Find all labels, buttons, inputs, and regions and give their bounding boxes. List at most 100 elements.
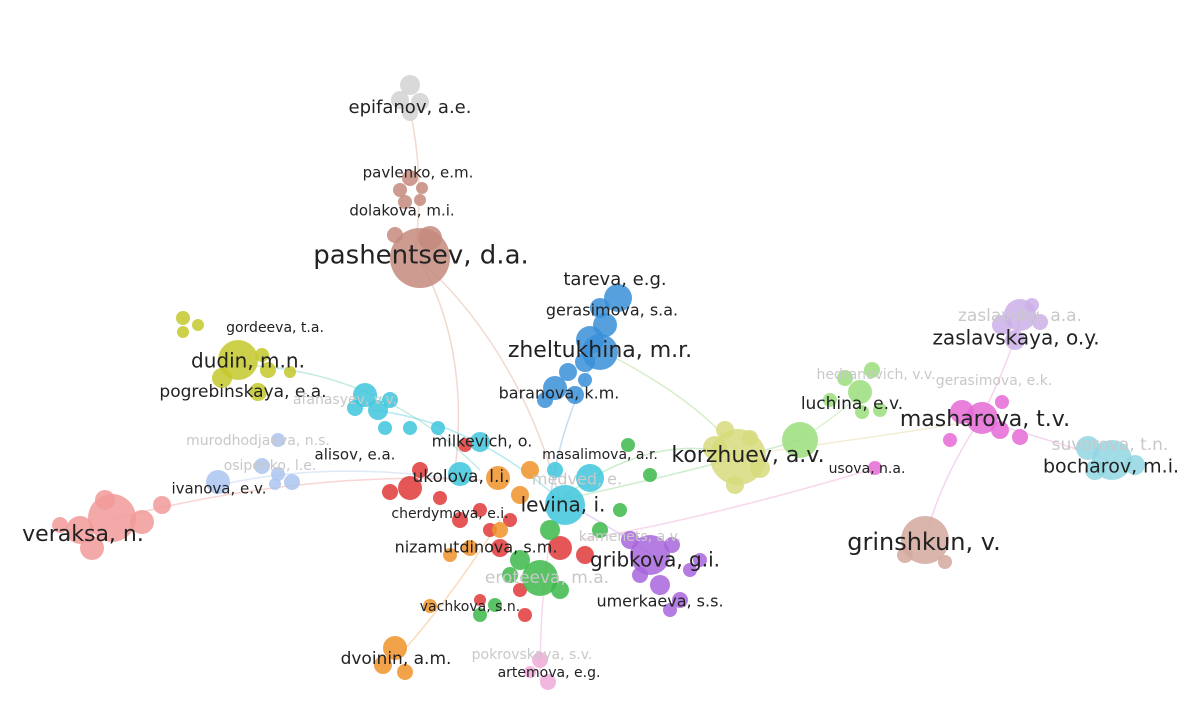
node — [901, 516, 949, 564]
node-label: cherdymova, e.i. — [391, 506, 508, 522]
node — [192, 319, 204, 331]
node — [492, 522, 508, 538]
node-label: masharova, t.v. — [900, 407, 1070, 432]
node-label: gribkova, g.i. — [590, 548, 720, 572]
node-label: ivanova, e.v. — [171, 480, 266, 498]
node-label: umerkaeva, s.s. — [596, 592, 723, 611]
node — [540, 520, 560, 540]
node — [578, 373, 592, 387]
node-label: zheltukhina, m.r. — [508, 338, 692, 363]
node — [66, 516, 94, 544]
node — [269, 478, 281, 490]
node — [52, 517, 68, 533]
node — [1125, 455, 1145, 475]
node-label: dudin, m.n. — [191, 349, 305, 373]
node — [403, 421, 417, 435]
edge — [369, 409, 561, 501]
node — [378, 421, 392, 435]
node-label: bocharov, m.i. — [1043, 456, 1179, 478]
node — [897, 547, 913, 563]
node — [486, 466, 510, 490]
node — [473, 608, 487, 622]
node-label: pashentsev, d.a. — [313, 241, 529, 271]
node — [393, 183, 407, 197]
node-label: luchina, e.v. — [801, 394, 903, 414]
node — [848, 380, 872, 404]
node — [693, 553, 707, 567]
node-label: tareva, e.g. — [563, 269, 666, 290]
node — [462, 540, 478, 556]
node-label: eroteeva, m.a. — [485, 568, 609, 588]
node — [532, 652, 548, 668]
node-label: dolakova, m.i. — [349, 202, 454, 220]
node — [431, 421, 445, 435]
node-label: pavlenko, e.m. — [363, 164, 474, 182]
node-label: grinshkun, v. — [847, 528, 1001, 556]
node-label: pokrovskaya, s.v. — [472, 647, 593, 663]
node-label: kamenets, a.v. — [579, 529, 682, 545]
node — [521, 461, 539, 479]
node — [664, 537, 680, 553]
node — [398, 195, 412, 209]
node — [522, 560, 558, 596]
node-label: baranova, k.m. — [499, 384, 620, 403]
node-label: zaslavskaya, o.y. — [932, 326, 1099, 350]
node — [540, 674, 556, 690]
node — [547, 462, 563, 478]
node — [566, 386, 584, 404]
node — [249, 383, 267, 401]
node — [383, 636, 407, 660]
labels: epifanov, a.e. pavlenko, e.m. dolakova, m.… — [22, 97, 1179, 681]
node — [391, 91, 409, 109]
node — [868, 461, 882, 475]
node — [995, 395, 1009, 409]
node — [950, 400, 974, 424]
node — [443, 548, 457, 562]
node — [524, 666, 536, 678]
node-label: dvoinin, a.m. — [341, 649, 452, 669]
node — [643, 468, 657, 482]
node — [1005, 330, 1025, 350]
edge — [219, 470, 461, 486]
node — [1025, 298, 1039, 312]
node — [503, 513, 517, 527]
node — [260, 362, 276, 378]
node — [153, 496, 171, 514]
node — [271, 433, 285, 447]
node — [254, 458, 270, 474]
node — [80, 536, 104, 560]
node-label: zaslavsky, a.a. — [958, 306, 1082, 326]
node-label: hedranovich, v.v. — [816, 367, 935, 383]
node-label: gordeeva, t.a. — [226, 320, 324, 336]
node — [991, 421, 1009, 439]
node — [873, 403, 887, 417]
node — [400, 75, 420, 95]
node — [1032, 314, 1048, 330]
node — [992, 315, 1012, 335]
node — [837, 370, 853, 386]
node — [347, 400, 363, 416]
node-label: nizamutdinova, s.m. — [395, 538, 558, 557]
node — [513, 583, 527, 597]
node — [284, 474, 300, 490]
node — [284, 366, 296, 378]
node — [613, 503, 627, 517]
node — [1012, 429, 1028, 445]
edge — [579, 469, 871, 541]
edge — [394, 519, 501, 661]
node — [1085, 460, 1105, 480]
node — [576, 546, 594, 564]
node — [206, 470, 230, 494]
node — [95, 490, 115, 510]
node — [604, 284, 632, 312]
node — [488, 598, 502, 612]
node — [621, 438, 635, 452]
node — [423, 599, 437, 613]
node — [545, 485, 585, 525]
node — [473, 503, 487, 517]
node — [368, 400, 388, 420]
node — [511, 486, 529, 504]
node-label: usova, n.a. — [829, 461, 906, 477]
node — [621, 531, 639, 549]
node — [672, 592, 688, 608]
